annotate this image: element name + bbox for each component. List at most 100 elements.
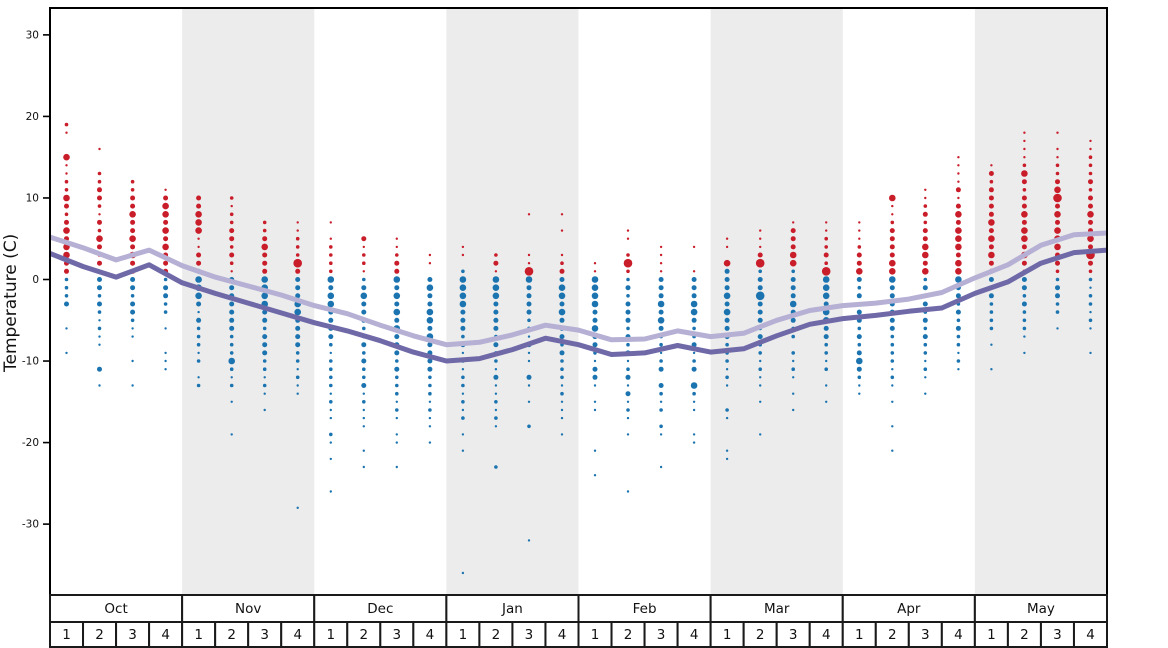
low-temp-dot bbox=[494, 465, 498, 469]
low-temp-dot bbox=[591, 300, 599, 308]
high-temp-dot bbox=[890, 220, 895, 225]
low-temp-dot bbox=[758, 367, 762, 372]
low-temp-dot bbox=[426, 284, 434, 292]
high-temp-dot bbox=[395, 253, 399, 257]
high-temp-dot bbox=[955, 187, 961, 193]
high-temp-dot bbox=[922, 260, 928, 266]
week-label-row: 1 2 3 4 1 2 3 4 1 2 3 4 1 2 3 4 1 2 3 4 1 2 3 4 1 2 3 4 1 2 3 4 bbox=[49, 621, 1108, 648]
high-temp-dot bbox=[1088, 244, 1093, 250]
low-temp-dot bbox=[64, 277, 69, 282]
low-temp-dot bbox=[295, 293, 301, 299]
high-temp-dot bbox=[560, 213, 564, 216]
high-temp-dot bbox=[858, 221, 861, 224]
week-label: 2 bbox=[227, 627, 236, 643]
week-label: 3 bbox=[789, 627, 798, 643]
high-temp-dot bbox=[922, 228, 928, 234]
low-temp-dot bbox=[163, 302, 168, 306]
low-temp-dot bbox=[890, 359, 895, 363]
low-temp-dot bbox=[792, 408, 795, 412]
low-temp-dot bbox=[263, 376, 266, 379]
low-temp-dot bbox=[626, 416, 630, 420]
low-temp-dot bbox=[692, 351, 696, 355]
high-temp-dot bbox=[97, 187, 102, 193]
high-temp-dot bbox=[889, 252, 895, 258]
low-temp-dot bbox=[591, 276, 599, 283]
high-temp-dot bbox=[988, 244, 994, 250]
low-temp-dot bbox=[692, 433, 696, 436]
low-temp-dot bbox=[262, 350, 268, 356]
low-temp-dot bbox=[657, 300, 665, 308]
low-temp-dot bbox=[790, 317, 796, 323]
high-temp-dot bbox=[1087, 235, 1094, 242]
week-cell bbox=[478, 621, 514, 648]
month-label-row: Oct Nov Dec Jan Feb Mar Apr May bbox=[49, 594, 1108, 623]
low-temp-dot bbox=[856, 357, 863, 365]
high-temp-dot bbox=[64, 268, 69, 274]
high-temp-dot bbox=[98, 213, 101, 216]
low-temp-dot bbox=[790, 285, 796, 291]
week-label: 4 bbox=[822, 627, 831, 643]
low-temp-dot bbox=[527, 351, 531, 355]
low-temp-dot bbox=[65, 327, 68, 330]
high-temp-dot bbox=[229, 236, 235, 242]
high-temp-dot bbox=[988, 251, 995, 259]
low-temp-dot bbox=[97, 285, 102, 291]
high-temp-dot bbox=[593, 270, 597, 273]
week-cell bbox=[1039, 621, 1075, 648]
low-temp-dot bbox=[362, 449, 365, 452]
high-temp-dot bbox=[790, 236, 796, 242]
high-temp-dot bbox=[262, 252, 268, 258]
low-temp-dot bbox=[329, 400, 333, 404]
low-temp-dot bbox=[559, 350, 565, 356]
week-cell bbox=[511, 621, 547, 648]
low-temp-dot bbox=[723, 308, 731, 316]
low-temp-dot bbox=[460, 325, 466, 331]
low-temp-dot bbox=[328, 317, 334, 323]
high-temp-dot bbox=[1056, 131, 1059, 134]
high-temp-dot bbox=[889, 236, 895, 242]
low-temp-dot bbox=[1088, 294, 1093, 298]
high-temp-dot bbox=[229, 228, 235, 234]
low-temp-dot bbox=[658, 325, 664, 331]
low-temp-dot bbox=[692, 326, 696, 331]
low-temp-dot bbox=[658, 383, 664, 388]
low-temp-dot bbox=[395, 416, 398, 420]
low-temp-dot bbox=[294, 308, 302, 316]
low-temp-dot bbox=[889, 293, 895, 299]
high-temp-dot bbox=[789, 259, 797, 267]
low-temp-dot bbox=[461, 449, 465, 452]
low-temp-dot bbox=[692, 391, 696, 396]
y-tick-label: 20 bbox=[26, 111, 39, 123]
low-temp-dot bbox=[989, 302, 994, 306]
low-temp-dot bbox=[329, 432, 333, 437]
low-temp-dot bbox=[427, 293, 433, 299]
high-temp-dot bbox=[825, 221, 828, 224]
low-temp-dot bbox=[626, 342, 630, 347]
low-temp-dot bbox=[295, 375, 300, 380]
low-temp-dot bbox=[789, 300, 797, 308]
high-temp-dot bbox=[955, 243, 962, 251]
high-temp-dot bbox=[1021, 219, 1027, 225]
low-temp-dot bbox=[393, 276, 401, 283]
low-temp-dot bbox=[923, 367, 928, 372]
low-temp-dot bbox=[593, 359, 597, 363]
low-temp-dot bbox=[922, 334, 928, 340]
high-temp-dot bbox=[1089, 139, 1092, 143]
high-temp-dot bbox=[262, 228, 267, 233]
high-temp-dot bbox=[461, 245, 465, 249]
high-temp-dot bbox=[955, 211, 962, 218]
low-temp-dot bbox=[560, 384, 564, 387]
low-temp-dot bbox=[494, 408, 498, 412]
high-temp-dot bbox=[824, 261, 828, 266]
low-temp-dot bbox=[329, 359, 333, 363]
low-temp-dot bbox=[657, 317, 665, 324]
week-cell bbox=[379, 621, 415, 648]
week-cell bbox=[214, 621, 250, 648]
low-temp-dot bbox=[791, 351, 795, 355]
low-temp-dot bbox=[229, 317, 235, 323]
low-temp-dot bbox=[625, 391, 631, 397]
low-temp-dot bbox=[395, 408, 399, 412]
low-temp-dot bbox=[492, 276, 500, 283]
month-label: Oct bbox=[104, 601, 127, 617]
low-temp-dot bbox=[825, 400, 828, 403]
